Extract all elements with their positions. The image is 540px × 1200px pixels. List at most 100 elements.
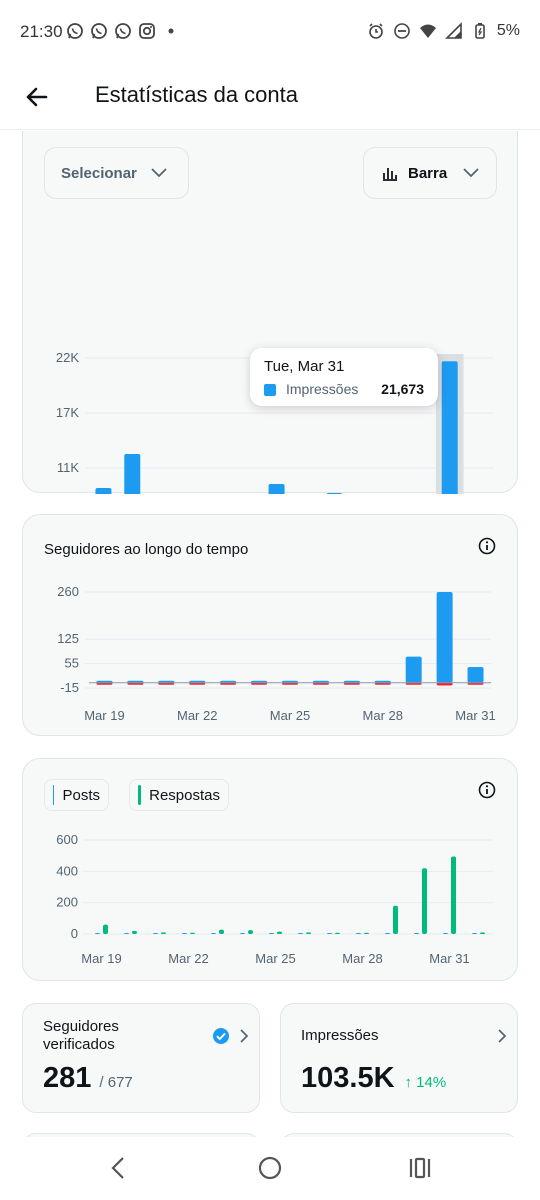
x-tick-label: Mar 25 [270,708,310,723]
legend-posts-swatch [53,785,55,805]
status-bar: 21:30 5% [0,0,540,64]
bar [405,656,422,683]
whatsapp-icon [115,23,131,39]
bar [219,929,224,934]
dot-icon [168,28,174,34]
battery-percent: 5% [496,22,520,39]
bar [132,930,137,934]
bar [124,933,129,934]
nav-recents-icon[interactable] [408,1156,432,1180]
nav-home-icon[interactable] [257,1155,283,1181]
bar [298,933,303,934]
bar [103,924,108,934]
y-tick-label: 17K [56,405,79,420]
bar [422,868,427,934]
x-tick-label: Mar 31 [429,951,469,966]
bar [326,493,343,494]
bar [364,932,369,934]
bar [374,682,391,685]
page-title: Estatísticas da conta [95,82,298,107]
bar [356,933,361,934]
bar [436,682,453,686]
verified-badge-icon [213,1028,229,1044]
bar [127,682,144,685]
info-icon[interactable] [477,536,497,556]
verified-followers-count: 281 [43,1062,92,1094]
bar [443,933,448,934]
content-scroll[interactable]: Selecionar Barra 05.5K11K17K22KMar 19Mar… [0,131,540,1137]
bar [335,932,340,934]
bar [306,932,311,934]
y-tick-label: 0 [71,926,78,941]
bar [182,933,187,934]
bar [277,931,282,934]
bar [282,682,298,685]
x-tick-label: Mar 22 [168,951,208,966]
bar [441,361,458,494]
instagram-icon [139,23,155,39]
impressions-card[interactable]: Impressões 103.5K ↑ 14% [280,1003,518,1113]
bar [405,682,422,685]
legend-replies-swatch [138,785,142,805]
impressions-value: 103.5K ↑ 14% [301,1062,446,1095]
bar [190,932,195,934]
x-tick-label: Mar 28 [363,708,403,723]
y-tick-label: 125 [57,631,79,646]
y-tick-label: 11K [57,460,79,475]
legend-replies[interactable]: Respostas [129,779,229,811]
tooltip-series: Impressões [286,381,359,397]
back-arrow-icon[interactable] [20,80,54,114]
chart-type-select[interactable]: Barra [363,147,497,199]
followers-bar-chart[interactable]: -15 55 125 260 Mar 19 Mar 22 Mar 25 Mar 28 Mar 3… [23,515,519,737]
y-tick-label: 200 [56,895,78,910]
bar-chart-icon [383,168,397,181]
bar [393,905,398,934]
followers-card-title: Seguidores ao longo do tempo [44,541,249,558]
x-tick-label: Mar 31 [455,708,495,723]
bar [158,682,175,685]
bar [153,933,158,934]
y-tick-label: 400 [56,863,78,878]
bar [96,682,113,685]
bar [467,682,484,685]
x-tick-label: Mar 19 [84,708,124,723]
status-time: 21:30 [20,22,63,41]
bar [189,682,206,685]
x-tick-label: Mar 22 [177,708,217,723]
bar [480,932,485,934]
info-icon[interactable] [477,780,497,800]
date-range-select[interactable]: Selecionar [44,147,189,199]
impressions-label: Impressões [301,1027,379,1044]
legend-replies-label: Respostas [149,786,220,804]
notification-icons [66,22,180,40]
whatsapp-icon [91,23,107,39]
battery-icon [475,23,485,39]
android-nav-bar [0,1137,540,1200]
nav-back-icon[interactable] [108,1156,128,1180]
verified-followers-total: / 677 [99,1074,133,1091]
legend-posts[interactable]: Posts [44,779,109,811]
posts-replies-bar-chart[interactable]: 0 200 400 600 Mar 19 Mar 22 Mar 25 Mar 28 Mar 31 [23,759,519,982]
bar [240,933,245,934]
y-tick-label: 55 [65,656,79,671]
bar [268,484,285,494]
x-tick-label: Mar 25 [255,951,295,966]
bar [414,933,419,934]
posts-chart-card: Posts Respostas 0 200 400 600 Mar 19 Mar 22 Ma… [22,758,518,981]
impressions-change: ↑ 14% [404,1074,447,1091]
verified-followers-value: 281 / 677 [43,1062,133,1095]
chart-tooltip: Tue, Mar 31 Impressões 21,673 [250,348,438,406]
chevron-right-icon [498,1029,507,1043]
app-header: Estatísticas da conta [0,64,540,130]
bar [436,592,453,683]
y-tick-label: 22K [56,350,79,365]
bar [385,933,390,934]
verified-followers-card[interactable]: Seguidores verificados 281 / 677 [22,1003,260,1113]
legend-posts-label: Posts [62,786,100,804]
tooltip-date: Tue, Mar 31 [264,358,345,375]
bar [467,667,484,683]
bar [220,682,237,685]
bar [124,454,141,494]
verified-followers-label: Seguidores verificados [43,1018,119,1053]
